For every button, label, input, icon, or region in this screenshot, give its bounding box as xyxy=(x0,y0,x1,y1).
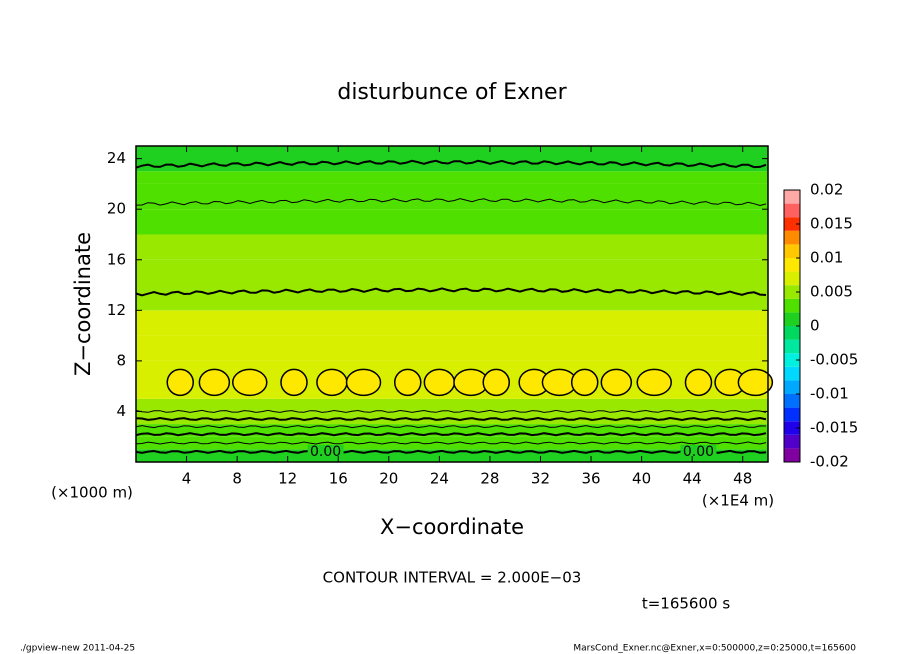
cell xyxy=(600,368,633,397)
x-unit: (×1E4 m) xyxy=(702,492,774,510)
colorbar-cell xyxy=(784,244,800,258)
colorbar-cell xyxy=(784,312,800,326)
contour-line xyxy=(135,416,767,422)
cell xyxy=(684,368,713,397)
colorbar-cell xyxy=(784,271,800,286)
x-tick-label: 44 xyxy=(683,470,702,488)
x-tick-label: 36 xyxy=(581,470,600,488)
field-band xyxy=(136,209,768,235)
colorbar-cell xyxy=(784,230,800,245)
x-tick-label: 40 xyxy=(632,470,651,488)
colorbar-tick-label: -0.015 xyxy=(810,419,858,437)
cell xyxy=(737,368,774,397)
contour-line xyxy=(135,198,767,207)
field-band xyxy=(136,259,768,286)
cell xyxy=(166,368,194,397)
colorbar-cell xyxy=(784,298,800,313)
cell xyxy=(316,368,348,397)
cell xyxy=(198,368,231,397)
colorbar-cell xyxy=(784,326,800,340)
colorbar-tick-label: -0.01 xyxy=(810,385,849,403)
field-band xyxy=(136,335,768,361)
cell xyxy=(280,368,308,397)
contour-line xyxy=(135,159,767,169)
x-tick-label: 8 xyxy=(232,470,242,488)
y-axis-label: Z−coordinate xyxy=(71,232,95,376)
contour-line xyxy=(135,441,767,445)
colorbar-tick-label: 0.02 xyxy=(810,181,843,199)
x-tick-label: 24 xyxy=(430,470,449,488)
colorbar-cell xyxy=(784,190,800,204)
chart-title: disturbunce of Exner xyxy=(337,80,567,105)
colorbar-tick-label: 0 xyxy=(810,317,820,335)
contour-line xyxy=(135,425,767,429)
y-tick-label: 8 xyxy=(116,351,126,369)
x-tick-label: 32 xyxy=(531,470,550,488)
footer-right: MarsCond_Exner.nc@Exner,x=0:500000,z=0:2… xyxy=(573,644,856,654)
colorbar-tick-label: 0.005 xyxy=(810,283,853,301)
contour-label-bg xyxy=(307,444,344,459)
colorbar-cell xyxy=(784,394,800,408)
contour-line xyxy=(135,432,767,437)
contour-interval: CONTOUR INTERVAL = 2.000E−03 xyxy=(323,569,582,587)
x-tick-label: 16 xyxy=(329,470,348,488)
colorbar-cell xyxy=(784,217,800,231)
x-tick-label: 28 xyxy=(480,470,499,488)
cell xyxy=(482,368,510,397)
footer-left: ./gpview-new 2011-04-25 xyxy=(20,644,135,654)
colorbar-cell xyxy=(784,434,800,449)
colorbar-tick-label: -0.005 xyxy=(810,351,858,369)
cell xyxy=(570,368,599,397)
field-band xyxy=(136,285,768,311)
cell xyxy=(423,368,456,397)
contour-label: 0.00 xyxy=(683,444,714,460)
field-band xyxy=(136,310,768,336)
x-axis-label: X−coordinate xyxy=(380,515,524,539)
field-band xyxy=(136,146,768,172)
colorbar-tick-label: 0.015 xyxy=(810,215,853,233)
cell xyxy=(636,368,672,397)
colorbar-cell xyxy=(784,448,800,462)
colorbar-cell xyxy=(784,407,800,422)
y-tick-label: 24 xyxy=(107,149,126,167)
colorbar-cell xyxy=(784,353,800,367)
plot-frame xyxy=(135,145,769,463)
colorbar-tick-label: 0.01 xyxy=(810,249,843,267)
colorbar-cell xyxy=(784,421,800,435)
contour-line xyxy=(135,287,767,297)
cell xyxy=(345,368,382,397)
cell xyxy=(232,368,268,397)
contour-label-bg xyxy=(680,444,717,459)
x-tick-label: 4 xyxy=(182,470,192,488)
contour-label: 0.00 xyxy=(310,444,341,460)
colorbar-cell xyxy=(784,285,800,299)
field-band xyxy=(136,183,768,210)
cell xyxy=(394,368,422,397)
contour-line xyxy=(135,409,767,413)
colorbar-cell xyxy=(784,366,800,381)
colorbar-cell xyxy=(784,203,800,218)
y-tick-label: 4 xyxy=(116,402,126,420)
y-unit: (×1000 m) xyxy=(51,484,133,502)
contour-line xyxy=(135,449,767,454)
y-tick-label: 12 xyxy=(107,301,126,319)
colorbar-cell xyxy=(784,258,800,272)
field-band xyxy=(136,171,768,184)
x-tick-label: 20 xyxy=(379,470,398,488)
colorbar-cell xyxy=(784,380,800,394)
x-tick-label: 12 xyxy=(278,470,297,488)
y-tick-label: 20 xyxy=(107,200,126,218)
field-band xyxy=(136,234,768,260)
time-label: t=165600 s xyxy=(642,595,730,613)
y-tick-label: 16 xyxy=(107,250,126,268)
x-tick-label: 48 xyxy=(733,470,752,488)
colorbar-tick-label: -0.02 xyxy=(810,453,849,471)
field-band xyxy=(136,398,768,412)
colorbar-cell xyxy=(784,339,800,354)
field-band xyxy=(136,449,768,462)
